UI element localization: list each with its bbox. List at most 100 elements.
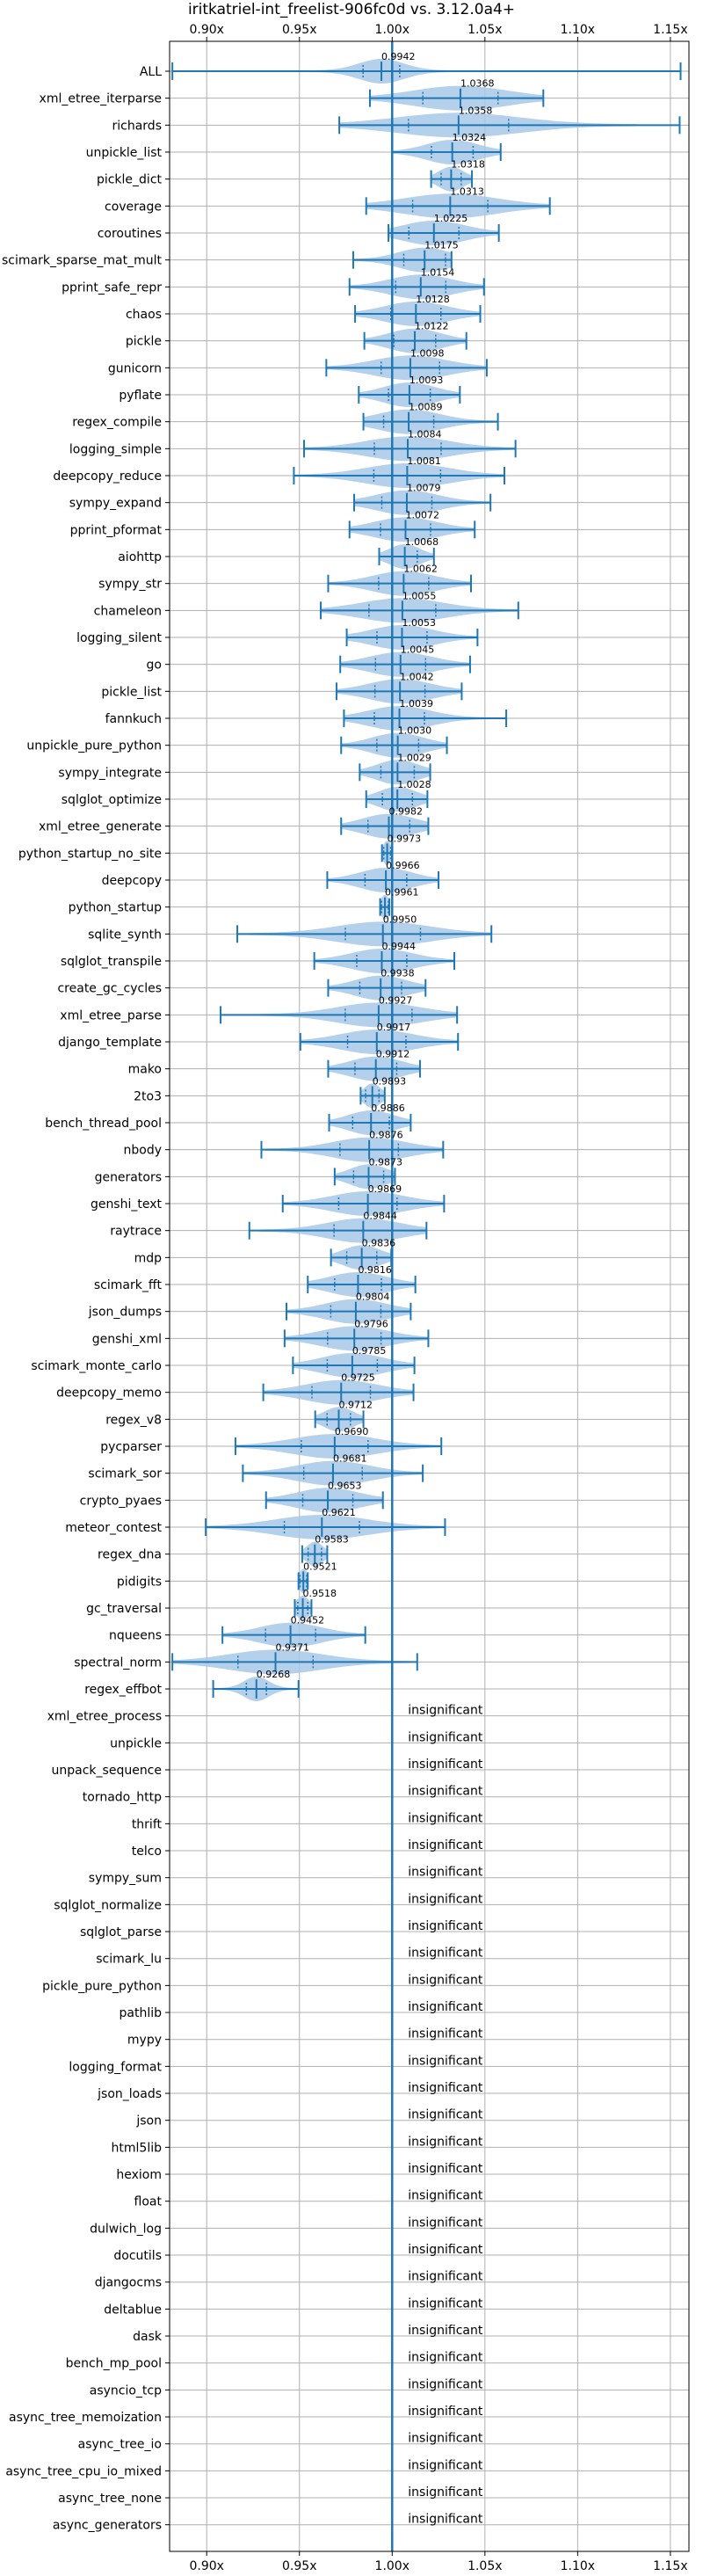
category-label-pidigits: pidigits xyxy=(117,1575,162,1589)
category-label-mako: mako xyxy=(128,1063,162,1077)
value-label-pidigits: 0.9521 xyxy=(303,1561,337,1572)
insignificant-label-async-tree-none: insignificant xyxy=(408,2485,483,2500)
insignificant-label-json: insignificant xyxy=(408,2108,483,2122)
category-label-gc-traversal: gc_traversal xyxy=(86,1602,162,1616)
value-label-regex-effbot: 0.9268 xyxy=(257,1669,291,1680)
category-label-scimark-lu: scimark_lu xyxy=(96,1953,162,1967)
category-label-json-dumps: json_dumps xyxy=(88,1306,162,1320)
category-label-sqlglot-parse: sqlglot_parse xyxy=(80,1925,162,1939)
category-label-regex-dna: regex_dna xyxy=(98,1548,162,1562)
value-label-regex-compile: 1.0089 xyxy=(409,402,443,413)
category-label-sympy-str: sympy_str xyxy=(98,578,162,592)
value-label-spectral-norm: 0.9371 xyxy=(276,1641,310,1653)
category-label-sympy-expand: sympy_expand xyxy=(69,497,162,511)
category-label-chameleon: chameleon xyxy=(94,604,162,618)
value-label-sympy-integrate: 1.0029 xyxy=(397,752,431,763)
value-label-2to3: 0.9893 xyxy=(373,1075,407,1087)
category-label-scimark-sparse-mat-mult: scimark_sparse_mat_mult xyxy=(2,254,162,268)
category-label-asyncio-tcp: asyncio_tcp xyxy=(90,2383,162,2398)
category-label-genshi-text: genshi_text xyxy=(91,1197,163,1212)
category-label-richards: richards xyxy=(112,119,163,133)
x-tick-label-top: 1.00x xyxy=(375,23,409,37)
category-label-nqueens: nqueens xyxy=(109,1629,162,1643)
category-label-async-generators: async_generators xyxy=(53,2519,162,2533)
category-label-sympy-integrate: sympy_integrate xyxy=(58,766,162,780)
value-label-gunicorn: 1.0098 xyxy=(410,347,445,359)
insignificant-label-dulwich-log: insignificant xyxy=(408,2216,483,2230)
category-label-coverage: coverage xyxy=(105,200,162,214)
x-tick-label-bottom: 0.95x xyxy=(282,2559,316,2573)
category-label-logging-simple: logging_simple xyxy=(69,442,162,456)
value-label-mako: 0.9912 xyxy=(376,1049,410,1060)
category-label-all: ALL xyxy=(140,65,162,79)
value-label-nqueens: 0.9452 xyxy=(291,1615,325,1626)
insignificant-label-unpickle: insignificant xyxy=(408,1730,483,1744)
category-label-gunicorn: gunicorn xyxy=(108,361,162,375)
category-label-json-loads: json_loads xyxy=(97,2087,162,2101)
value-label-xml-etree-iterparse: 1.0368 xyxy=(460,78,495,90)
category-label-pprint-pformat: pprint_pformat xyxy=(70,523,163,537)
category-label-scimark-monte-carlo: scimark_monte_carlo xyxy=(31,1359,162,1373)
category-label-raytrace: raytrace xyxy=(110,1225,162,1239)
value-label-regex-v8: 0.9712 xyxy=(338,1399,373,1410)
axis-layer: 0.90x 0.90x 0.95x 0.95x 1.00x 1.00x 1.05x 1.05x… xyxy=(165,23,688,2573)
category-label-go: go xyxy=(147,659,162,673)
value-label-xml-etree-parse: 0.9927 xyxy=(379,994,413,1006)
category-label-dask: dask xyxy=(133,2330,163,2344)
category-label-bench-mp-pool: bench_mp_pool xyxy=(66,2357,162,2371)
category-label-crypto-pyaes: crypto_pyaes xyxy=(80,1494,162,1508)
category-label-sqlglot-normalize: sqlglot_normalize xyxy=(54,1898,162,1912)
value-label-sympy-str: 1.0062 xyxy=(403,564,438,575)
value-label-go: 1.0045 xyxy=(401,644,435,656)
category-label-create-gc-cycles: create_gc_cycles xyxy=(57,982,162,996)
insignificant-label-bench-mp-pool: insignificant xyxy=(408,2351,483,2365)
value-label-deepcopy: 0.9966 xyxy=(386,860,420,871)
category-label-deepcopy: deepcopy xyxy=(102,874,162,888)
value-label-richards: 1.0358 xyxy=(459,105,493,116)
insignificant-label-sympy-sum: insignificant xyxy=(408,1866,483,1880)
violin-layer xyxy=(171,59,682,1701)
value-label-logging-silent: 1.0053 xyxy=(402,617,436,629)
category-label-pickle: pickle xyxy=(126,335,162,349)
chart-title: iritkatriel-int_freelist-906fc0d vs. 3.1… xyxy=(187,1,516,18)
value-label-scimark-sor: 0.9681 xyxy=(333,1453,367,1465)
insignificant-label-deltablue: insignificant xyxy=(408,2296,483,2310)
category-label-aiohttp: aiohttp xyxy=(118,550,162,564)
value-label-pickle: 1.0122 xyxy=(415,321,449,332)
value-label-bench-thread-pool: 0.9886 xyxy=(371,1102,405,1114)
value-label-pyflate: 1.0093 xyxy=(409,375,444,386)
category-label-unpickle: unpickle xyxy=(110,1736,162,1750)
insignificant-label-xml-etree-process: insignificant xyxy=(408,1704,483,1718)
insignificant-label-pickle-pure-python: insignificant xyxy=(408,1973,483,1987)
value-label-aiohttp: 1.0068 xyxy=(405,536,439,548)
value-label-fannkuch: 1.0039 xyxy=(400,698,434,709)
category-label-pyflate: pyflate xyxy=(119,389,162,403)
value-label-pycparser: 0.9690 xyxy=(335,1426,369,1437)
category-label-async-tree-memoization: async_tree_memoization xyxy=(9,2411,162,2425)
x-tick-label-top: 0.95x xyxy=(282,23,316,37)
category-label-async-tree-none: async_tree_none xyxy=(58,2492,162,2506)
category-label-meteor-contest: meteor_contest xyxy=(65,1521,162,1535)
category-label-coroutines: coroutines xyxy=(98,227,162,241)
value-label-sqlglot-optimize: 1.0028 xyxy=(397,779,431,790)
insignificant-label-asyncio-tcp: insignificant xyxy=(408,2377,483,2391)
category-label-fannkuch: fannkuch xyxy=(105,712,162,726)
value-label-scimark-monte-carlo: 0.9785 xyxy=(352,1345,387,1357)
value-label-django-template: 0.9917 xyxy=(377,1022,411,1033)
insignificant-label-html5lib: insignificant xyxy=(408,2135,483,2149)
category-label-mypy: mypy xyxy=(127,2034,162,2048)
value-label-raytrace: 0.9844 xyxy=(363,1211,397,1222)
value-label-coroutines: 1.0225 xyxy=(434,213,468,224)
category-label-djangocms: djangocms xyxy=(95,2276,162,2290)
value-label-chameleon: 1.0055 xyxy=(402,590,437,601)
category-label-django-template: django_template xyxy=(58,1036,162,1050)
category-label-nbody: nbody xyxy=(124,1144,163,1158)
insignificant-label-thrift: insignificant xyxy=(408,1811,483,1825)
x-tick-label-bottom: 1.10x xyxy=(561,2559,595,2573)
category-label-json: json xyxy=(135,2114,162,2128)
x-tick-label-top: 0.90x xyxy=(189,23,223,37)
category-label-deepcopy-reduce: deepcopy_reduce xyxy=(53,469,162,484)
value-label-unpickle-pure-python: 1.0030 xyxy=(398,725,432,737)
insignificant-label-hexiom: insignificant xyxy=(408,2162,483,2176)
